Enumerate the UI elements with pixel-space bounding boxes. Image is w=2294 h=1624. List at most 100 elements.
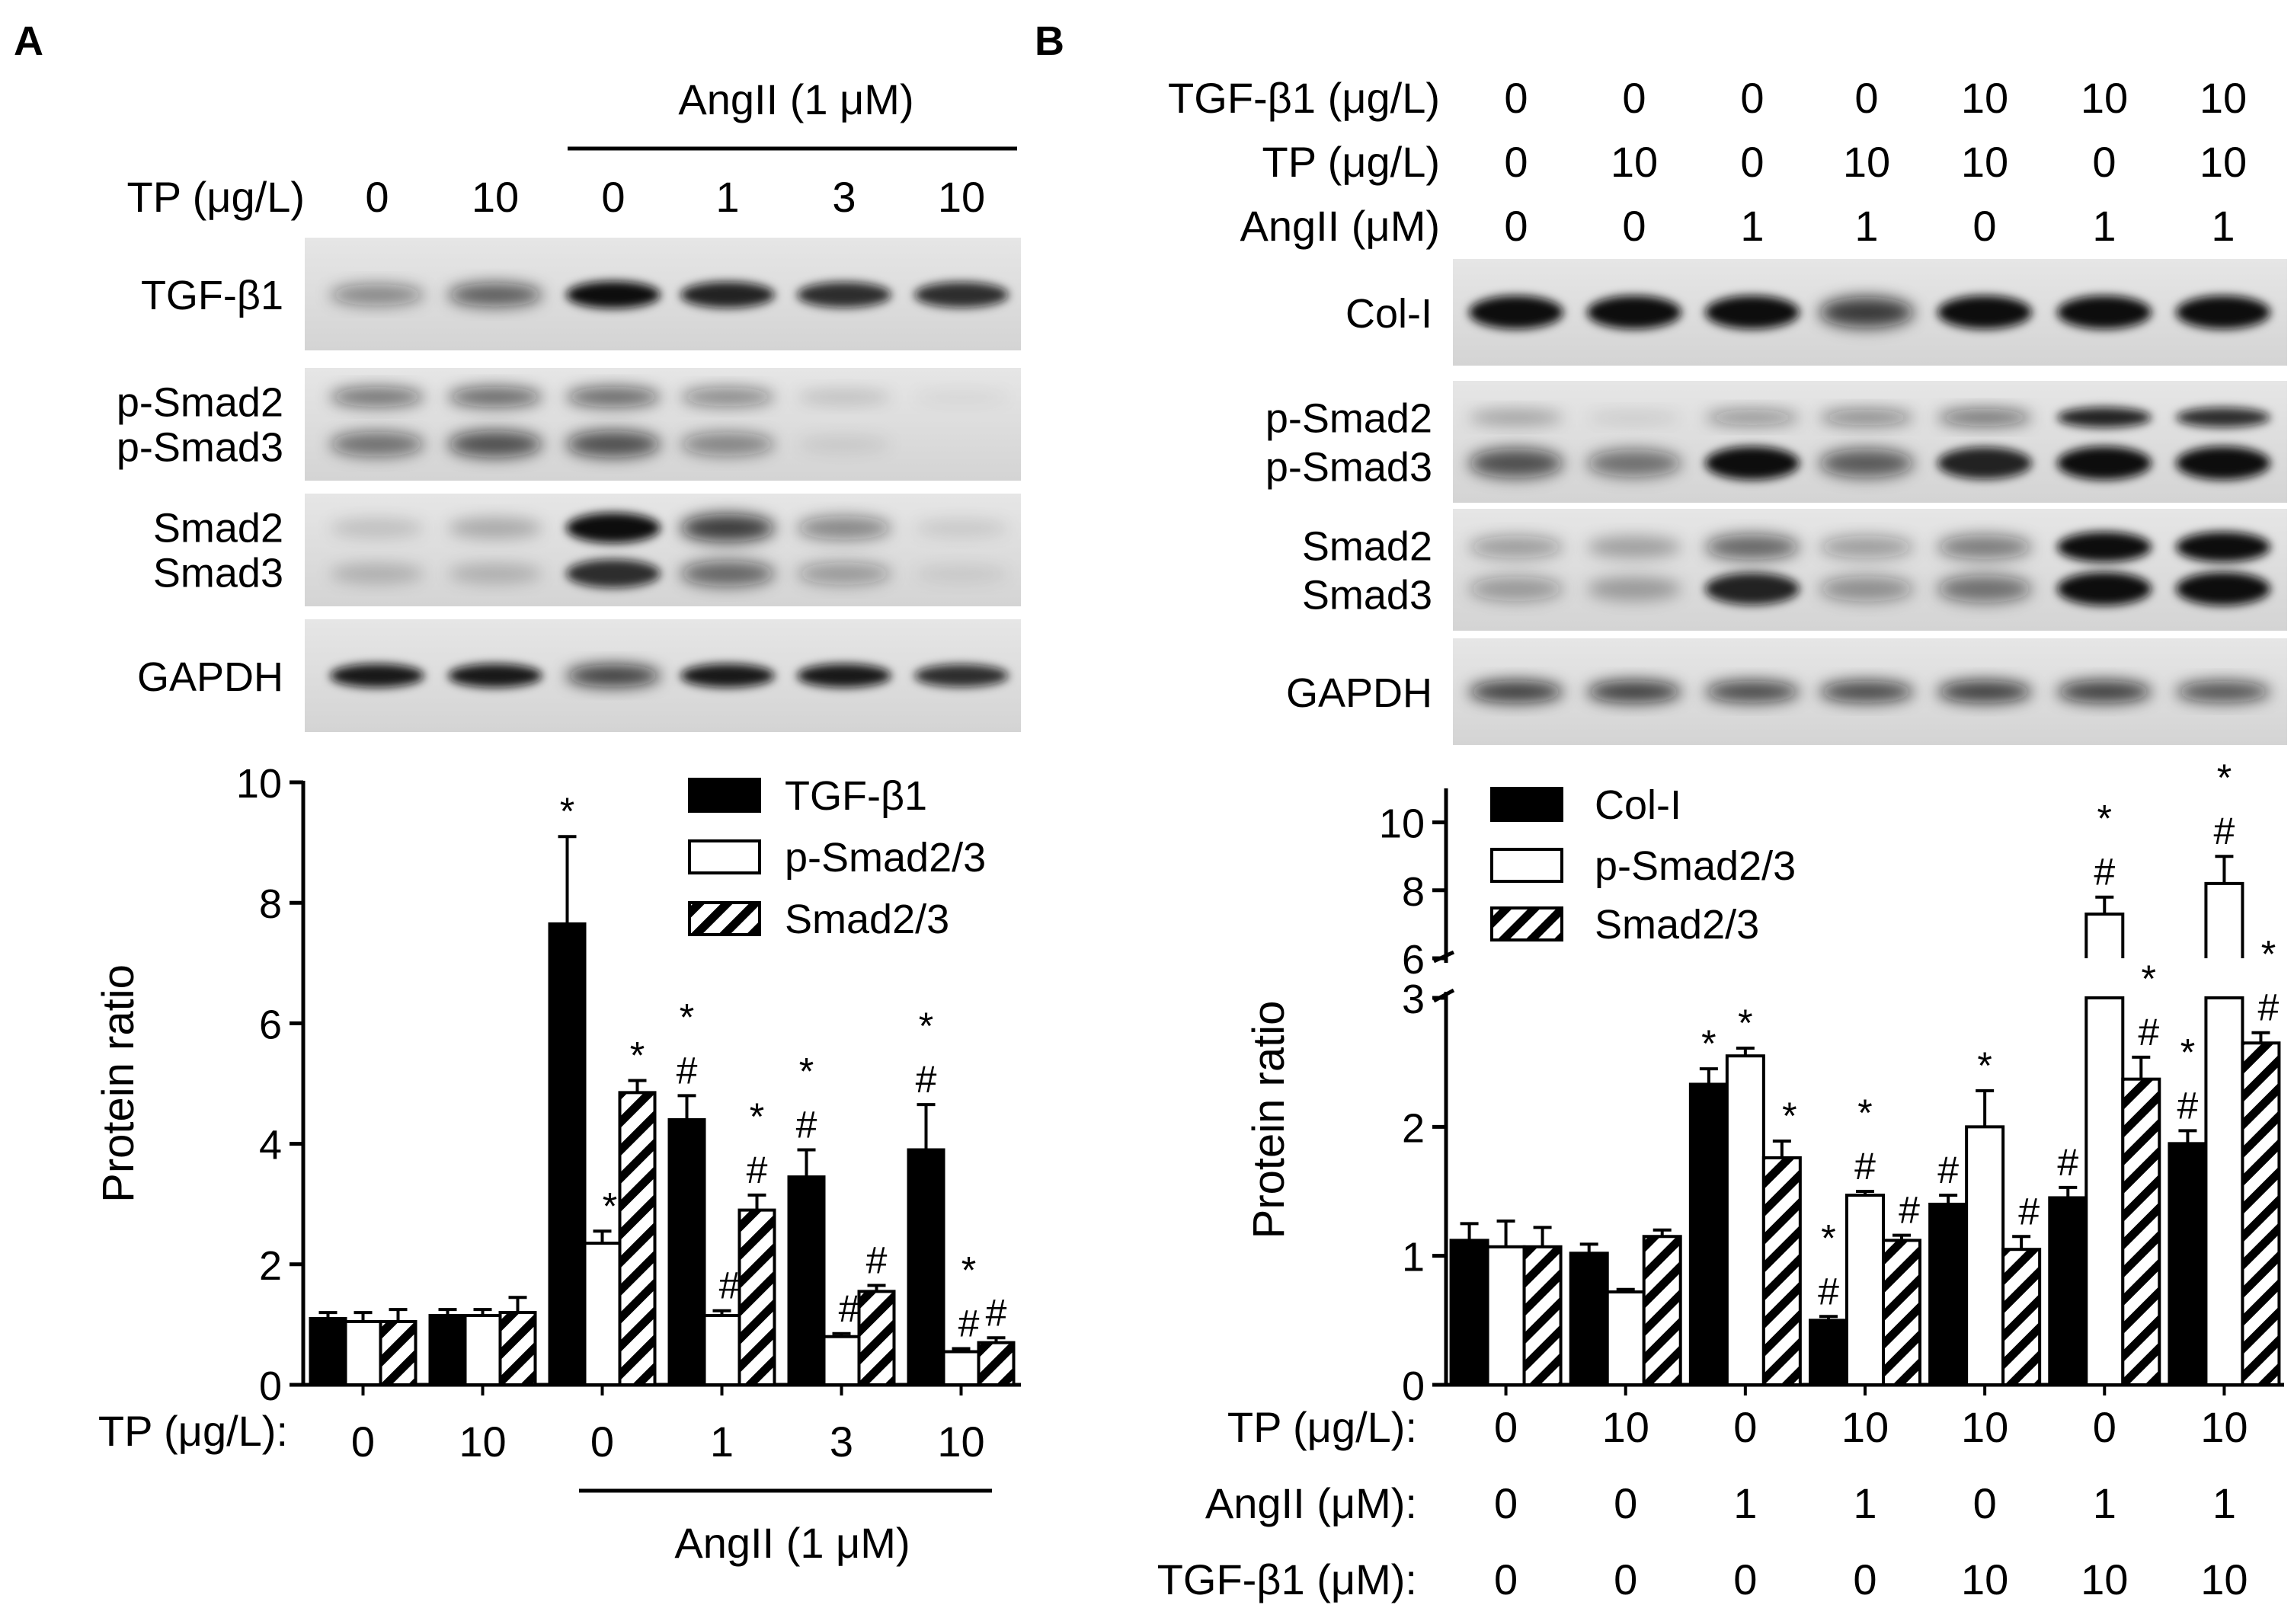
- condition-value: 10: [1961, 74, 2008, 122]
- significance-mark: *: [2180, 1031, 2195, 1073]
- blot-band: [2176, 532, 2270, 562]
- blot-band: [680, 513, 775, 542]
- significance-mark: #: [2018, 1190, 2040, 1232]
- panel-a-below-axis: TP (μg/L): 0 10 0 1 3 10 AngII (1 μM): [98, 1407, 992, 1567]
- significance-mark: *: [2261, 933, 2276, 976]
- blot-band: [1587, 577, 1681, 601]
- significance-mark: *: [1782, 1095, 1796, 1137]
- y-tick-label: 3: [1402, 977, 1425, 1022]
- y-tick-label: 6: [1402, 937, 1425, 983]
- bar-break-gap: [2203, 960, 2245, 996]
- below-row-value: 10: [2081, 1555, 2128, 1603]
- significance-mark: #: [986, 1291, 1007, 1334]
- condition-value: 0: [1622, 74, 1646, 122]
- bar: [2168, 1142, 2208, 1386]
- blot-band: [1587, 535, 1681, 558]
- legend-swatch: [1490, 787, 1563, 822]
- below-row-value: 0: [1973, 1479, 1997, 1527]
- tp-value: 10: [472, 173, 519, 221]
- condition-value: 10: [2081, 74, 2128, 122]
- significance-mark: *: [1821, 1216, 1835, 1259]
- blot-band: [448, 386, 542, 408]
- condition-value: 10: [2200, 138, 2247, 186]
- significance-mark: #: [796, 1104, 817, 1146]
- below-row-value: 0: [1494, 1479, 1518, 1527]
- bar: [618, 1091, 657, 1386]
- bar: [907, 1148, 945, 1386]
- below-row-value: 0: [1494, 1403, 1518, 1451]
- below-tp-value: 10: [459, 1418, 506, 1466]
- condition-value: 0: [1504, 74, 1528, 122]
- blot-band: [2057, 446, 2152, 480]
- tp-value: 0: [365, 173, 389, 221]
- blot-band: [1705, 296, 1800, 329]
- blot-band: [1469, 680, 1563, 703]
- blot-band: [2057, 572, 2152, 606]
- y-tick-label: 2: [259, 1243, 282, 1289]
- below-row-value: 0: [1733, 1555, 1757, 1603]
- panel-a-angii-bracket-label: AngII (1 μM): [678, 75, 913, 123]
- blot-row-label: TGF-β1: [141, 273, 283, 318]
- blot-band: [1705, 572, 1800, 606]
- panel-a-tp-values: 0 10 0 1 3 10: [365, 173, 985, 221]
- below-tp-value: 10: [937, 1418, 984, 1466]
- legend-swatch: [688, 778, 761, 813]
- blot-band: [1819, 409, 1914, 426]
- blot-band: [914, 518, 1009, 538]
- y-tick-label: 10: [236, 761, 282, 807]
- blot-band: [330, 431, 424, 457]
- bar-break-gap: [2084, 960, 2126, 996]
- blot-band: [1469, 535, 1563, 558]
- condition-value: 10: [1961, 138, 2008, 186]
- bar: [1809, 1319, 1848, 1387]
- bar: [1845, 1194, 1885, 1386]
- y-tick-label: 0: [1402, 1363, 1425, 1409]
- blot-band: [1937, 296, 2032, 329]
- significance-mark: *: [1857, 1092, 1872, 1134]
- blot-band: [1469, 576, 1563, 602]
- below-row-label: TP (μg/L):: [1227, 1403, 1417, 1451]
- y-tick-label: 0: [259, 1363, 282, 1409]
- legend-label: p-Smad2/3: [785, 835, 986, 881]
- below-row-label: TGF-β1 (μM):: [1157, 1555, 1417, 1603]
- blot-band: [448, 283, 542, 307]
- blot-band: [2176, 680, 2270, 703]
- bar: [942, 1350, 981, 1386]
- significance-mark: #: [2258, 986, 2280, 1029]
- panel-a-below-angii-label: AngII (1 μM): [674, 1519, 910, 1567]
- blot-band: [680, 281, 775, 308]
- panel-a-below-tp-label: TP (μg/L):: [98, 1407, 288, 1455]
- condition-value: 0: [1854, 74, 1878, 122]
- significance-mark: #: [2177, 1084, 2199, 1127]
- y-tick-label: 6: [259, 1002, 282, 1047]
- significance-mark: #: [719, 1264, 741, 1307]
- condition-value: 0: [2092, 138, 2116, 186]
- bar: [822, 1335, 861, 1386]
- blot-band: [797, 562, 891, 585]
- blot-band: [2176, 446, 2270, 480]
- bar: [2048, 1196, 2088, 1387]
- below-tp-value: 0: [590, 1418, 614, 1466]
- below-row-value: 1: [2093, 1479, 2116, 1527]
- blot-band: [797, 434, 891, 454]
- legend-swatch: [1490, 848, 1563, 883]
- tp-value: 10: [938, 173, 985, 221]
- tp-value: 1: [715, 173, 739, 221]
- below-row-value: 10: [2200, 1555, 2248, 1603]
- blot-band: [797, 388, 891, 405]
- below-tp-value: 1: [710, 1418, 734, 1466]
- significance-mark: *: [2097, 798, 2112, 840]
- blot-row-label: Smad3: [153, 550, 283, 596]
- condition-value: 0: [1504, 138, 1528, 186]
- bar: [583, 1242, 622, 1386]
- significance-mark: #: [2057, 1141, 2078, 1184]
- blot-band: [914, 282, 1009, 308]
- bar: [1449, 1239, 1489, 1387]
- panel-a-letter: A: [14, 18, 43, 64]
- blot-strip: [305, 494, 1021, 606]
- y-tick-label: 8: [259, 881, 282, 927]
- panel-b-chart: Protein ratio 0 1 2 36 8 10 * * * # * # * # # * # # # * # * # * #…: [1244, 756, 2284, 1409]
- blot-band: [1469, 296, 1563, 329]
